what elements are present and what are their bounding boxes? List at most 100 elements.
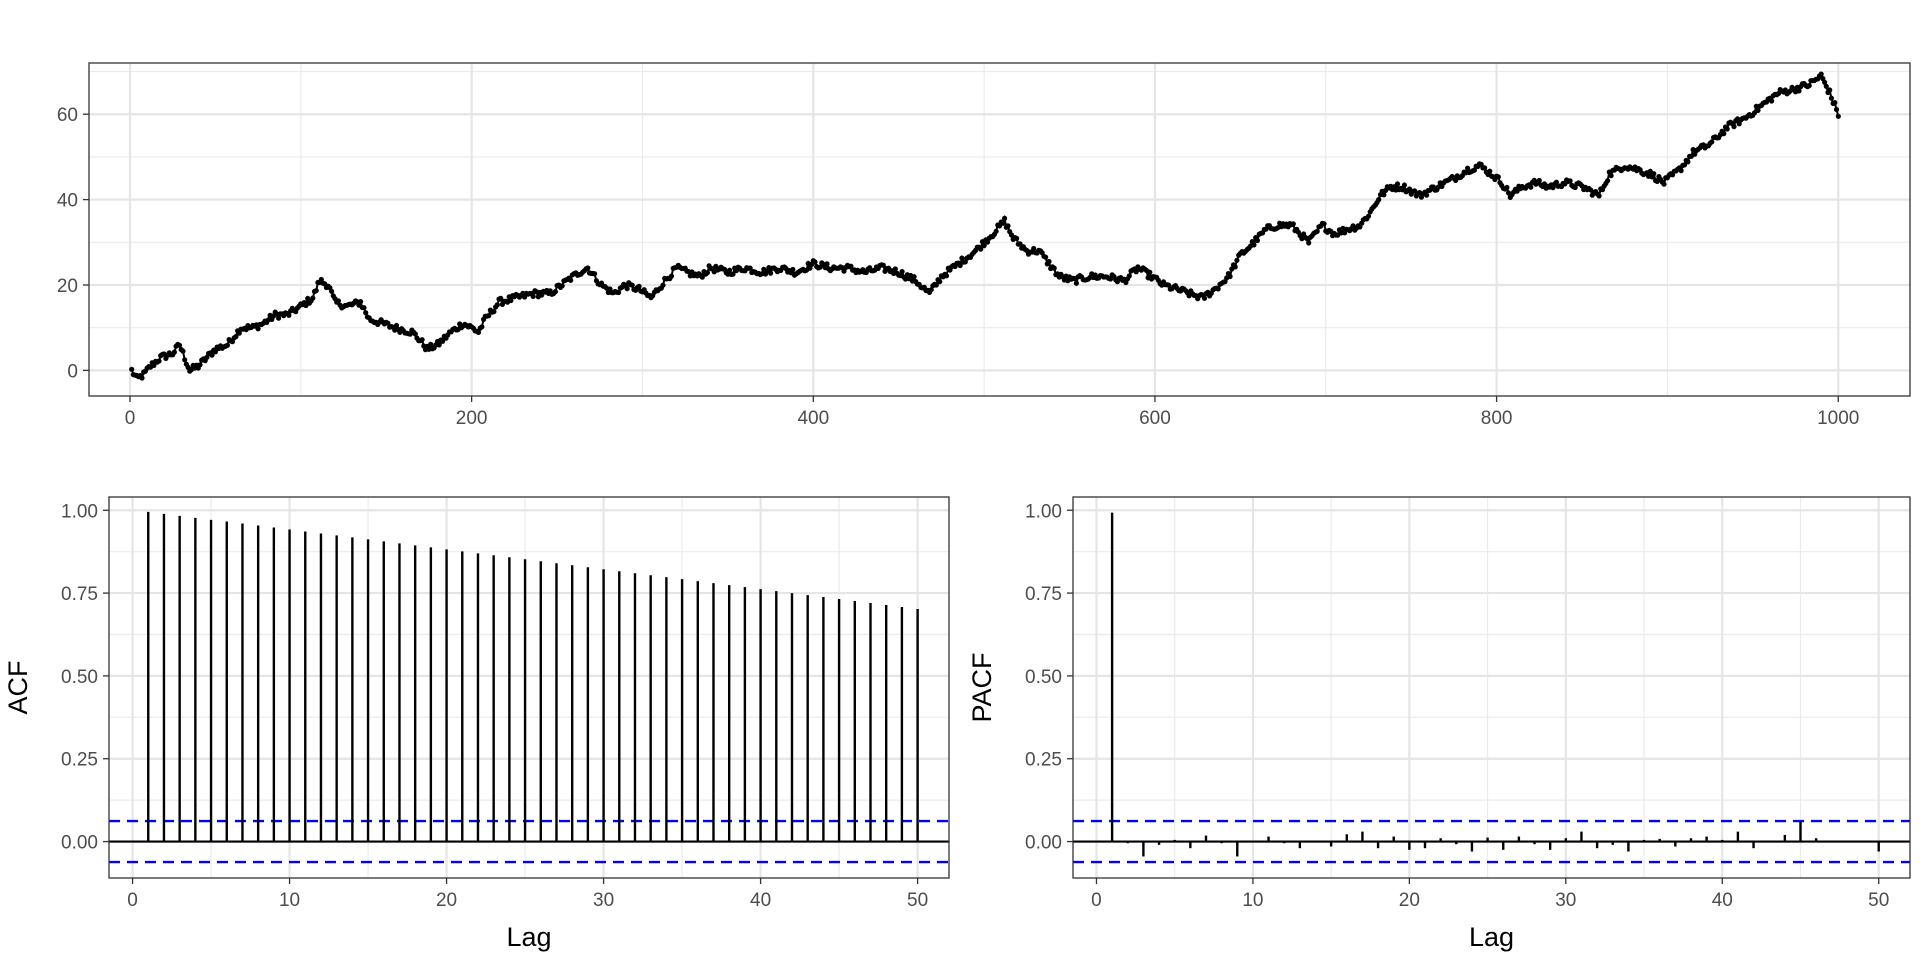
series-point	[848, 263, 854, 269]
series-point	[530, 293, 536, 299]
series-point	[984, 239, 991, 245]
series-point	[508, 297, 514, 304]
series-point	[727, 267, 733, 273]
series-panel: 0 200 400 600 800 1000 0 20 40 60	[57, 62, 1911, 429]
series-point	[624, 286, 630, 292]
acf-x-tick-label: 50	[907, 890, 928, 911]
series-point	[1504, 184, 1510, 191]
series-point	[1596, 193, 1602, 199]
series-point	[1818, 71, 1824, 77]
pacf-x-axis-title: Lag	[1469, 922, 1514, 952]
series-point	[440, 338, 446, 344]
series-point	[361, 305, 367, 311]
series-point	[224, 342, 230, 348]
series-point	[699, 274, 705, 280]
series-point	[363, 310, 369, 316]
series-point	[1731, 124, 1737, 130]
series-point	[393, 322, 400, 329]
series-y-tick-label: 40	[57, 191, 78, 212]
series-point	[1251, 242, 1257, 248]
series-point	[1314, 228, 1320, 234]
series-point	[412, 331, 418, 337]
series-point	[1685, 159, 1691, 165]
acf-y-tick-label: 0.75	[61, 584, 98, 605]
series-point	[1166, 282, 1172, 288]
series-point	[937, 279, 943, 285]
series-point	[151, 362, 157, 368]
acf-y-tick-label: 0.00	[61, 833, 98, 854]
series-point	[1822, 79, 1828, 85]
pacf-panel-border	[1072, 496, 1911, 879]
pacf-x-tick-label: 40	[1712, 890, 1733, 911]
series-point	[817, 264, 823, 270]
pacf-x-tick-label: 10	[1242, 890, 1263, 911]
series-point	[1833, 106, 1840, 113]
series-point	[1401, 182, 1407, 188]
series-plot-area	[89, 63, 1910, 396]
series-point	[616, 289, 622, 296]
series-point	[1827, 87, 1833, 93]
series-point	[928, 287, 934, 293]
series-point	[1043, 254, 1049, 260]
pacf-y-tick-label: 0.75	[1025, 584, 1062, 605]
series-panel-border	[88, 62, 1911, 397]
series-point	[790, 266, 796, 273]
series-point	[491, 309, 497, 315]
series-point	[1482, 165, 1488, 171]
series-point	[559, 283, 565, 289]
series-y-tick-label: 0	[67, 361, 78, 382]
series-x-tick-label: 200	[456, 408, 488, 429]
series-point	[475, 329, 482, 335]
series-point	[498, 295, 504, 301]
pacf-y-tick-label: 1.00	[1025, 501, 1062, 522]
pacf-y-tick-label: 0.50	[1025, 667, 1062, 688]
acf-panel-border	[108, 496, 950, 879]
series-point	[139, 375, 145, 381]
series-point	[899, 269, 905, 275]
series-point	[704, 270, 711, 276]
series-point	[568, 277, 574, 283]
pacf-y-tick-label: 0.25	[1025, 750, 1062, 771]
series-point	[1254, 237, 1260, 244]
series-point	[1835, 113, 1841, 119]
pacf-y-tick-label: 0.00	[1025, 833, 1062, 854]
series-point	[768, 270, 774, 276]
series-point	[494, 302, 500, 308]
pacf-y-axis-title: PACF	[967, 652, 997, 722]
series-point	[176, 342, 183, 348]
series-point	[1234, 257, 1240, 263]
series-point	[1828, 95, 1834, 101]
series-point	[1073, 280, 1079, 286]
pacf-x-tick-label: 20	[1399, 890, 1420, 911]
acf-y-tick-label: 1.00	[61, 501, 98, 522]
series-point	[943, 273, 950, 279]
series-point	[1046, 258, 1052, 265]
series-point	[209, 352, 215, 358]
acf-x-tick-label: 0	[127, 890, 138, 911]
series-point	[1806, 83, 1812, 89]
series-x-tick-label: 400	[797, 408, 829, 429]
series-point	[310, 295, 316, 301]
series-y-tick-label: 20	[57, 276, 78, 297]
series-point	[1227, 273, 1233, 280]
series-point	[335, 298, 341, 304]
series-point	[1721, 131, 1727, 137]
acf-x-axis-title: Lag	[506, 922, 551, 952]
series-point	[1232, 264, 1238, 270]
acf-x-tick-label: 20	[436, 890, 457, 911]
series-point	[1000, 220, 1006, 226]
series-point	[286, 312, 292, 318]
acf-y-tick-label: 0.50	[61, 667, 98, 688]
series-x-tick-label: 800	[1481, 408, 1513, 429]
series-point	[1832, 100, 1838, 106]
series-point	[824, 261, 830, 267]
series-point	[428, 341, 434, 347]
series-point	[959, 255, 965, 261]
series-point	[329, 288, 335, 294]
series-point	[1605, 178, 1611, 184]
series-point	[1608, 173, 1614, 179]
series-point	[1306, 240, 1312, 246]
series-point	[236, 330, 242, 336]
series-point	[1031, 245, 1037, 252]
series-point	[182, 357, 188, 363]
